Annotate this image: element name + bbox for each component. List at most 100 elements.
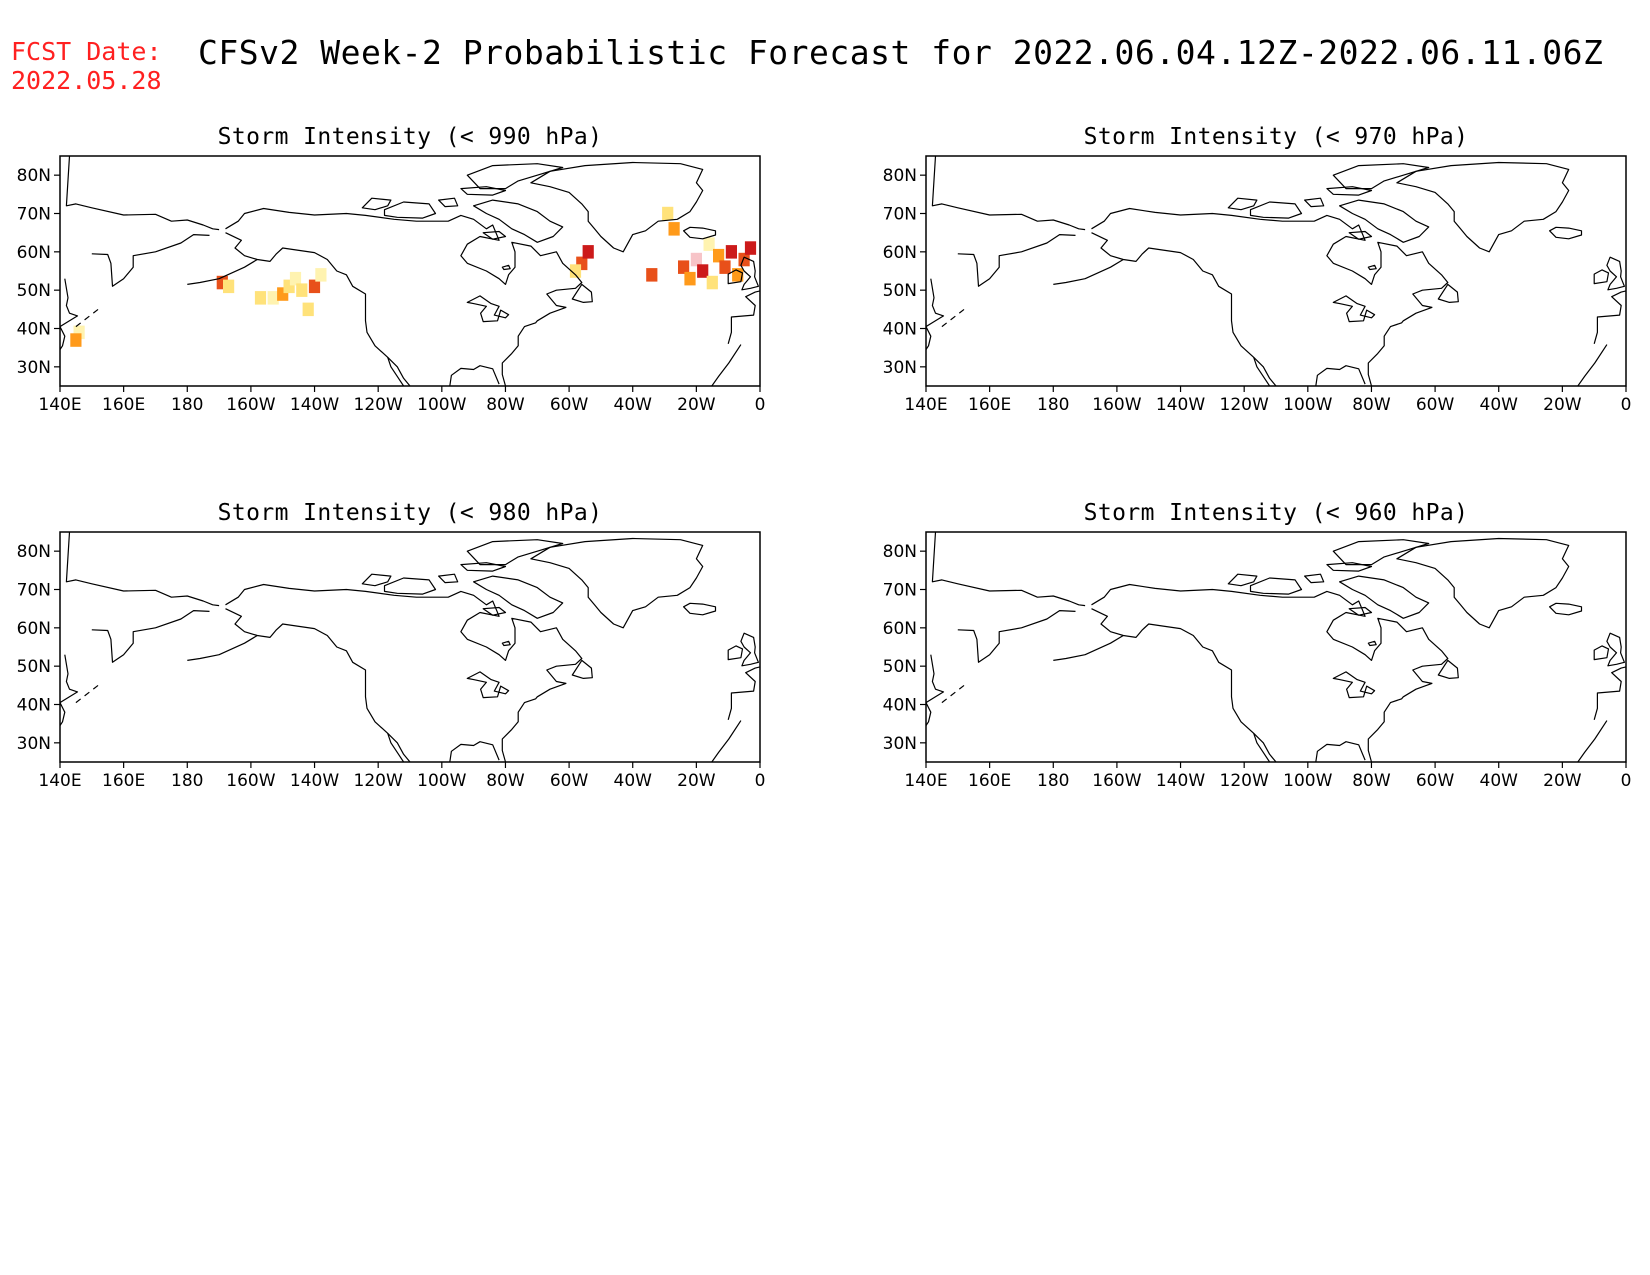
ellesmere-island xyxy=(1332,539,1430,566)
shading-cell xyxy=(569,264,582,278)
gulf-coast xyxy=(449,365,500,386)
x-tick-label: 160E xyxy=(102,771,145,791)
y-tick-label: 60N xyxy=(17,619,51,639)
north-america-coast xyxy=(1091,583,1449,762)
x-tick-label: 140E xyxy=(904,771,947,791)
y-tick-label: 40N xyxy=(883,320,917,340)
x-tick-label: 60W xyxy=(550,395,589,415)
hudson-bay-islands xyxy=(501,264,511,271)
baffin-island xyxy=(473,575,564,619)
shading-cell xyxy=(267,291,279,305)
hudson-bay-islands xyxy=(1367,264,1377,271)
prince-of-wales-island xyxy=(1304,197,1325,208)
baja-coast xyxy=(387,733,405,762)
shading-cell xyxy=(697,264,709,278)
x-tick-label: 0 xyxy=(755,395,766,415)
shading-cell xyxy=(223,279,235,294)
x-tick-label: 100W xyxy=(1283,771,1332,791)
alaska-peninsula xyxy=(1053,258,1124,285)
shading-cell xyxy=(703,237,715,251)
aleutian-dashes xyxy=(941,308,965,328)
map-970: 80N 70N 60N 50N 40N 30N 140E 160E 180 160W 140W 120… xyxy=(883,155,1631,415)
shading-cell xyxy=(668,222,680,236)
newfoundland-coast xyxy=(571,659,593,679)
southampton-island xyxy=(1348,606,1373,616)
x-tick-label: 140E xyxy=(904,395,947,415)
x-tick-label: 120W xyxy=(354,395,403,415)
ireland xyxy=(1593,269,1610,285)
british-isles xyxy=(1606,256,1625,291)
panel-960: Storm Intensity (< 960 hPa) 80N 70N 60N 50N… xyxy=(866,500,1632,791)
pacific-coast xyxy=(225,232,411,386)
x-tick-label: 180 xyxy=(171,771,203,791)
x-tick-label: 60W xyxy=(1416,771,1455,791)
map-background xyxy=(926,156,1626,386)
victoria-island xyxy=(383,201,437,219)
y-tick-label: 30N xyxy=(17,358,51,378)
british-isles xyxy=(1606,632,1625,667)
british-isles xyxy=(740,632,759,667)
newfoundland-coast xyxy=(1437,659,1459,679)
devon-island xyxy=(1326,186,1373,196)
x-tick-label: 160W xyxy=(226,395,275,415)
x-tick-label: 20W xyxy=(677,395,716,415)
southampton-island xyxy=(482,230,507,240)
prince-of-wales-island xyxy=(1304,573,1325,584)
prince-of-wales-island xyxy=(438,573,459,584)
shading-cell xyxy=(738,252,750,267)
y-tick-label: 70N xyxy=(883,581,917,601)
alaska-peninsula xyxy=(187,634,258,661)
ellesmere-island xyxy=(466,539,564,566)
y-tick-label: 50N xyxy=(883,657,917,677)
x-tick-label: 20W xyxy=(1543,771,1582,791)
x-tick-label: 100W xyxy=(1283,395,1332,415)
hudson-bay-islands xyxy=(501,640,511,647)
panel-title: Storm Intensity (< 970 hPa) xyxy=(1083,124,1469,150)
x-tick-label: 80W xyxy=(486,395,525,415)
newfoundland-coast xyxy=(571,283,593,303)
x-tick-label: 140E xyxy=(38,771,81,791)
x-tick-label: 100W xyxy=(417,771,466,791)
x-tick-label: 140W xyxy=(1156,771,1205,791)
pacific-coast xyxy=(1091,608,1277,762)
x-tick-label: 140W xyxy=(290,771,339,791)
shading-cell xyxy=(725,245,737,259)
x-tick-label: 40W xyxy=(614,771,653,791)
baja-coast xyxy=(1253,357,1271,386)
devon-island xyxy=(460,562,507,572)
africa-coast xyxy=(711,344,742,386)
coastlines xyxy=(60,156,760,386)
asia-coast xyxy=(931,532,1086,607)
shading-cell xyxy=(315,268,327,282)
europe-coast xyxy=(727,290,760,344)
ireland xyxy=(1593,645,1610,661)
europe-coast xyxy=(1593,666,1626,720)
panel-title: Storm Intensity (< 960 hPa) xyxy=(1083,500,1469,526)
x-tick-label: 120W xyxy=(1220,771,1269,791)
ireland xyxy=(727,645,744,661)
kamchatka-coast xyxy=(91,234,210,287)
gulf-coast xyxy=(1315,741,1366,762)
x-tick-label: 140W xyxy=(1156,395,1205,415)
map-background xyxy=(60,532,760,762)
x-tick-label: 180 xyxy=(1037,395,1069,415)
x-tick-label: 160E xyxy=(968,771,1011,791)
x-tick-label: 0 xyxy=(1621,395,1632,415)
banks-island xyxy=(1227,197,1258,211)
north-america-coast xyxy=(1091,207,1449,386)
prince-of-wales-island xyxy=(438,197,459,208)
shading-cell xyxy=(582,245,594,259)
greenland-coast xyxy=(530,537,704,629)
x-tick-label: 160W xyxy=(1092,771,1141,791)
x-tick-label: 40W xyxy=(1480,771,1519,791)
y-tick-label: 60N xyxy=(883,619,917,639)
gulf-coast xyxy=(449,741,500,762)
great-lakes xyxy=(466,671,510,699)
map-990: 80N 70N 60N 50N 40N 30N 140E 160E 180 160W 140W 120… xyxy=(17,155,765,415)
ireland xyxy=(727,269,744,285)
panel-990: Storm Intensity (< 990 hPa) 80N 70N 60N 50N… xyxy=(0,124,766,415)
shading-cell xyxy=(308,279,321,294)
y-tick-label: 80N xyxy=(883,542,917,562)
kuril-japan-coast xyxy=(926,278,945,350)
aleutian-dashes xyxy=(941,684,965,704)
